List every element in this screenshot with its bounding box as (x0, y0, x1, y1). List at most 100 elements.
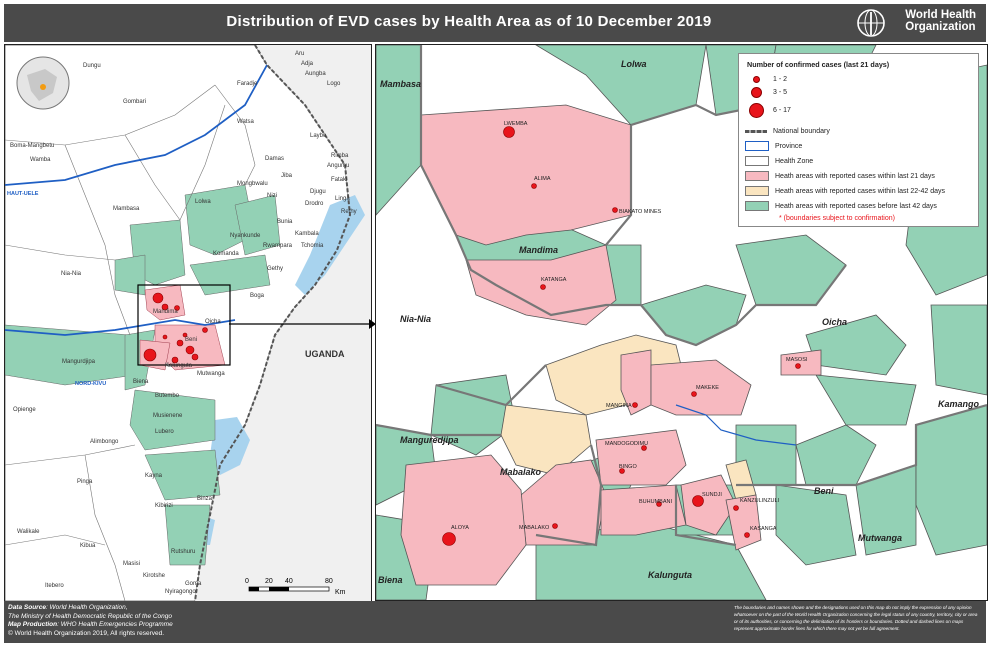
label-rwampara: Rwampara (263, 243, 293, 249)
legend-national-boundary: National boundary (745, 125, 830, 137)
zone-label-manguredjipa: Manguredjipa (400, 435, 459, 445)
label-uganda: UGANDA (305, 349, 345, 359)
label-kayna: Kayna (145, 473, 163, 479)
label-binza: Binza (197, 496, 213, 502)
label-mongbwalu: Mongbwalu (237, 181, 268, 187)
label-jiba: Jiba (281, 173, 293, 179)
overview-map[interactable]: Dungu Gombari Boma-Mangbetu Wamba Mambas… (4, 44, 372, 602)
label-masisi: Masisi (123, 561, 140, 567)
label-oicha: Oicha (205, 319, 221, 325)
label-aru: Aru (295, 51, 304, 57)
zone-label-beni: Beni (814, 486, 834, 496)
label-itebero: Itebero (45, 583, 64, 589)
label-rimba: Rimba (331, 153, 349, 159)
ha-label-aloya: ALOYA (451, 525, 469, 531)
zone-label-kalunguta: Kalunguta (648, 570, 692, 580)
label-adja: Adja (301, 61, 314, 67)
label-kalunguta: Kalunguta (165, 363, 193, 369)
label-pinga: Pinga (77, 479, 93, 485)
scale-tick-20: 20 (265, 578, 273, 585)
legend-size-small-label: 1 - 2 (773, 75, 788, 83)
label-gethy: Gethy (267, 266, 283, 272)
title-bar: Distribution of EVD cases by Health Area… (4, 4, 986, 42)
production-label: Map Production (8, 621, 58, 629)
label-damas: Damas (265, 156, 284, 162)
ha-label-kanzulinzuli: KANZULINZULI (740, 498, 780, 504)
label-kirotshe: Kirotshe (143, 573, 166, 579)
source-line2: The Ministry of Health Democratic Republ… (8, 612, 173, 620)
label-kambala: Kambala (295, 231, 319, 237)
zone-labels: Mambasa Lolwa Mandima Nia-Nia Oicha Kama… (378, 59, 980, 585)
org-name-line1: World Health (905, 9, 976, 21)
label-beni: Beni (185, 337, 197, 343)
copyright: © World Health Organization 2019, All ri… (8, 629, 165, 637)
label-haut-uele: HAUT-UELE (7, 191, 39, 197)
ha-label-alima: ALIMA (534, 176, 551, 182)
scale-tick-40: 40 (285, 578, 293, 585)
medium-dot-icon (750, 86, 762, 98)
label-komanda: Komanda (213, 251, 239, 257)
label-bunia: Bunia (277, 219, 293, 225)
who-emblem-icon (857, 9, 885, 37)
legend-national-boundary-label: National boundary (773, 127, 830, 135)
footer: Data Source: World Health Organization, … (4, 601, 986, 643)
label-gombari: Gombari (123, 99, 146, 105)
label-rethy: Rethy (341, 209, 357, 215)
ha-label-bingo: BINGO (619, 464, 637, 470)
label-drodro: Drodro (305, 201, 324, 207)
legend-size-large: 6 - 17 (745, 103, 791, 118)
legend-size-large-label: 6 - 17 (773, 107, 791, 114)
ha-label-masosi: MASOSI (786, 357, 808, 363)
zone-label-lolwa: Lolwa (621, 59, 647, 69)
label-kibirizi: Kibirizi (155, 503, 173, 509)
ha-label-biakato-mines: BIAKATO MINES (619, 209, 662, 215)
legend-size-medium: 3 - 5 (745, 86, 787, 98)
ha-label-katanga: KATANGA (541, 277, 567, 283)
label-djugu: Djugu (310, 189, 326, 195)
zone-label-nia-nia: Nia-Nia (400, 314, 431, 324)
legend-size-medium-label: 3 - 5 (773, 88, 788, 96)
label-goma: Goma (185, 581, 202, 587)
label-mambasa: Mambasa (113, 206, 140, 212)
overview-labels: Dungu Gombari Boma-Mangbetu Wamba Mambas… (10, 51, 357, 595)
label-logo: Logo (327, 81, 341, 87)
zone-label-mutwanga: Mutwanga (858, 533, 902, 543)
ha-label-sundji: SUNDJI (702, 492, 722, 498)
zone-label-mandima: Mandima (519, 245, 558, 255)
map-legend: Number of confirmed cases (last 21 days)… (738, 53, 979, 227)
legend-cat-22-42: Heath areas with reported cases within l… (745, 185, 945, 197)
pink-swatch-icon (745, 171, 769, 181)
national-boundary-icon (745, 129, 767, 133)
large-dot-icon (748, 103, 764, 118)
scale-tick-0: 0 (245, 578, 249, 585)
label-biena: Biena (133, 379, 149, 385)
ha-label-makeke: MAKEKE (696, 385, 719, 391)
footer-credits: Data Source: World Health Organization, … (8, 604, 173, 638)
health-zone-icon (745, 156, 769, 166)
legend-cat-42-label: Heath areas with reported cases before l… (775, 202, 937, 210)
label-watsa: Watsa (237, 119, 254, 125)
org-name-line2: Organization (905, 21, 976, 33)
label-nord-kivu: NORD-KIVU (75, 381, 106, 387)
label-tchomia: Tchomia (301, 243, 324, 249)
ha-label-mangina: MANGINA (606, 403, 632, 409)
overview-map-canvas: Dungu Gombari Boma-Mangbetu Wamba Mambas… (5, 45, 371, 601)
label-walikale: Walikale (17, 529, 40, 535)
label-linga: Linga (335, 196, 350, 202)
label-musienene: Musienene (153, 413, 183, 419)
disclaimer: The boundaries and names shown and the d… (734, 605, 978, 631)
label-manguredjipa: Mangurdjipa (62, 359, 96, 365)
who-logotype: World Health Organization (905, 9, 976, 33)
label-butembo: Butembo (155, 393, 180, 399)
zone-label-mambasa: Mambasa (380, 79, 421, 89)
legend-note: * (boundaries subject to confirmation) (779, 214, 895, 222)
label-wamba: Wamba (30, 157, 51, 163)
legend-province-label: Province (775, 142, 803, 150)
legend-cat-21-label: Heath areas with reported cases within l… (775, 172, 935, 180)
legend-health-zone: Health Zone (745, 155, 813, 167)
production-text: : WHO Health Emergencies Programme (57, 621, 173, 629)
label-alimbongo: Alimbongo (90, 439, 119, 445)
zoom-arrow-icon (229, 319, 376, 329)
ha-label-mandogodimu: MANDOGODIMU (605, 441, 648, 447)
yellow-swatch-icon (745, 186, 769, 196)
